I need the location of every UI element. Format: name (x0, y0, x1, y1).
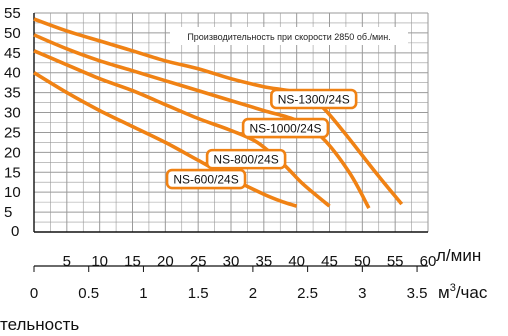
chart-title: Производительность при скорости 2850 об.… (187, 32, 390, 42)
y-tick-label: 35 (4, 85, 21, 102)
performance-curves (33, 17, 404, 209)
y-tick-label: 15 (4, 164, 21, 181)
x2-tick-label: 2.5 (297, 285, 318, 302)
chart-title-box: Производительность при скорости 2850 об.… (170, 27, 408, 45)
series-label-text: NS-1000/24S (249, 122, 321, 136)
series-label-ns-800-24s: NS-800/24S (205, 148, 287, 170)
series-label-box (205, 148, 287, 170)
y-tick-label: 50 (4, 25, 21, 42)
x-unit-secondary-label: м3/час (438, 282, 488, 302)
curve-ns-800-24s (33, 49, 331, 208)
x2-tick-label: 1.5 (188, 285, 209, 302)
x2-tick-label: 0.5 (78, 285, 99, 302)
x-tick-label: 25 (190, 253, 207, 270)
x-tick-label: 45 (321, 253, 338, 270)
curve-ns-1000-24s (33, 33, 371, 209)
series-label-ns-1300-24s: NS-1300/24S (270, 88, 358, 110)
curve-ns-600-24s (33, 71, 298, 208)
x2-tick-label: 3.5 (407, 285, 428, 302)
series-label-text: NS-600/24S (173, 173, 238, 187)
y-tick-label: 30 (4, 105, 21, 122)
series-labels: NS-600/24S NS-800/24S NS-1000/24S NS-1300/2… (165, 88, 358, 190)
curve-ns-1300-24s (33, 17, 404, 206)
y-tick-label: 20 (4, 144, 21, 161)
y-tick-label: 45 (4, 45, 21, 62)
y-tick-label: 10 (4, 184, 21, 201)
chart-grid (33, 12, 429, 233)
series-label-box (270, 88, 358, 110)
y-tick-label: 55 (4, 5, 21, 22)
x-tick-label: 50 (354, 253, 371, 270)
y-tick-label: 25 (4, 124, 21, 141)
series-label-box (165, 168, 247, 190)
x2-tick-label: 2 (249, 285, 257, 302)
x-tick-label: 60 (420, 253, 437, 270)
series-label-box (241, 117, 330, 139)
x-tick-label: 40 (288, 253, 305, 270)
y-tick-label: 5 (4, 204, 12, 221)
x-tick-label: 20 (157, 253, 174, 270)
x2-tick-label: 1 (139, 285, 147, 302)
y-tick-label: 40 (4, 65, 21, 82)
series-label-ns-1000-24s: NS-1000/24S (241, 117, 330, 139)
x-tick-label: 10 (91, 253, 108, 270)
x-tick-label: 35 (255, 253, 272, 270)
y-tick-label-zero: 0 (11, 223, 19, 240)
footer-caption: тельность (0, 315, 79, 334)
tick-labels: 5 10 15 20 25 30 35 40 45 50 55 6051015202530354045… (4, 5, 436, 302)
x-tick-label: 15 (124, 253, 141, 270)
x2-tick-label: 0 (30, 285, 38, 302)
x-unit-primary-label: л/мин (436, 246, 481, 265)
x-tick-label: 55 (387, 253, 404, 270)
series-label-text: NS-1300/24S (278, 93, 350, 107)
x-tick-label: 30 (223, 253, 240, 270)
series-label-ns-600-24s: NS-600/24S (165, 168, 247, 190)
x2-tick-label: 3 (358, 285, 366, 302)
x-tick-label: 5 (63, 253, 71, 270)
series-label-text: NS-800/24S (213, 153, 278, 167)
